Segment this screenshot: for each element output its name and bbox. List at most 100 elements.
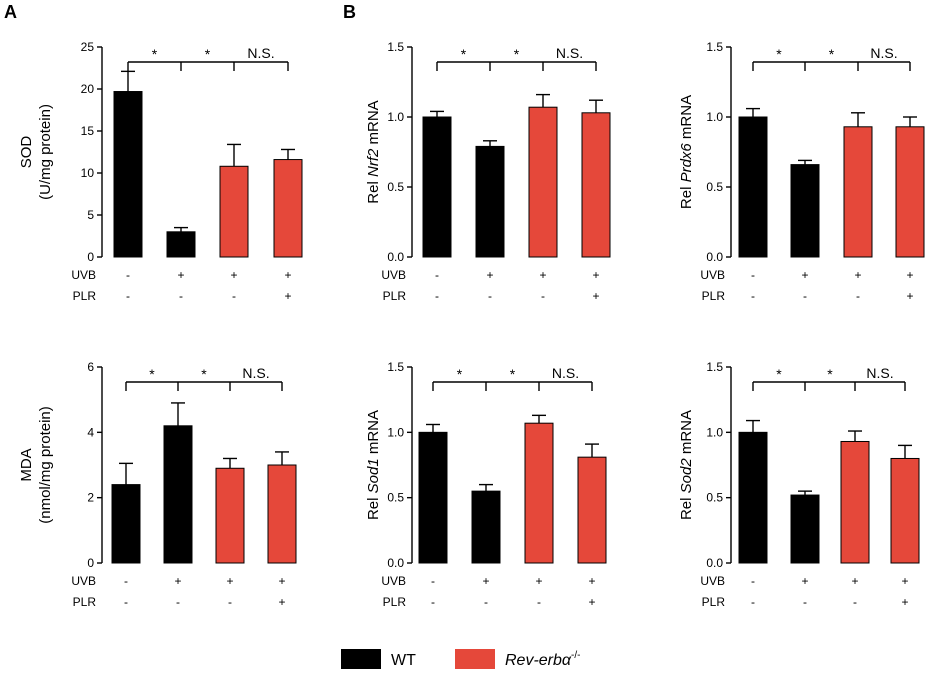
uvb-label: UVB [700,574,725,588]
plr-sign: - [176,595,180,609]
sig-label: N.S. [242,365,269,381]
y-tick-label: 25 [81,40,95,54]
bar-2 [790,164,820,258]
uvb-sign: + [174,574,181,588]
uvb-label: UVB [381,574,406,588]
bar-1 [738,431,768,564]
bar-4 [577,456,607,564]
y-tick-label: 6 [87,360,94,374]
plr-sign: - [803,595,807,609]
uvb-sign: - [431,574,435,588]
plr-sign: + [588,595,595,609]
plr-sign: - [435,289,439,303]
uvb-sign: - [435,268,439,282]
sig-label: N.S. [552,365,579,381]
y-tick-label: 1.0 [387,425,404,439]
sig-label: * [149,366,155,382]
plr-sign: - [853,595,857,609]
uvb-label: UVB [381,268,406,282]
bar-1 [422,116,452,258]
y-tick-label: 5 [87,208,94,222]
uvb-sign: + [230,268,237,282]
uvb-sign: + [482,574,489,588]
uvb-label: UVB [71,574,96,588]
y-axis-label: Rel Sod2 mRNA [678,410,695,520]
y-tick-label: 0.0 [706,250,723,264]
sig-label: * [457,366,463,382]
sig-label: * [205,46,211,62]
bar-2 [166,231,196,258]
bar-4 [581,112,611,258]
y-axis-label: Rel Prdx6 mRNA [678,95,695,209]
uvb-sign: + [801,268,808,282]
y-tick-label: 1.5 [706,40,723,54]
bar-3 [843,126,873,258]
y-tick-label: 0.0 [387,556,404,570]
chart-sod2: 0.0 0.5 1.0 1.5 Rel Sod2 mRNA * * N.S. UVB PLR - - +… [678,360,920,609]
bar-1 [111,484,141,564]
plr-sign: - [431,595,435,609]
plr-label: PLR [702,289,726,303]
legend-rev-swatch [455,649,495,669]
plr-sign: - [488,289,492,303]
bar-1 [738,116,768,258]
sig-label: N.S. [247,45,274,61]
y-axis-label: SOD (U/mg protein) [18,104,54,200]
y-tick-label: 1.5 [706,360,723,374]
bar-1 [113,91,143,258]
bar-4 [267,464,297,564]
uvb-sign: - [751,574,755,588]
y-axis-label: MDA (nmol/mg protein) [18,406,54,524]
sig-label: * [514,46,520,62]
uvb-sign: + [901,574,908,588]
y-tick-label: 4 [87,425,94,439]
uvb-sign: + [851,574,858,588]
y-tick-label: 0.0 [387,250,404,264]
uvb-sign: - [751,268,755,282]
legend: WT Rev-erbα-/- [341,649,580,669]
y-tick-label: 2 [87,491,94,505]
uvb-sign: + [284,268,291,282]
plr-sign: + [278,595,285,609]
plr-sign: - [541,289,545,303]
sig-label: * [510,366,516,382]
y-tick-label: 1.5 [387,360,404,374]
bar-3 [215,467,245,564]
chart-prdx6: 0.0 0.5 1.0 1.5 Rel Prdx6 mRNA * * N.S. UVB PLR - -… [678,40,925,303]
plr-sign: - [124,595,128,609]
uvb-sign: + [177,268,184,282]
y-tick-label: 10 [81,166,95,180]
y-tick-label: 1.0 [706,110,723,124]
plr-sign: - [751,595,755,609]
chart-sod: 0 5 10 15 20 25 SOD (U/mg protein) * * N.S. UVB PLR -… [18,40,303,303]
uvb-sign: + [906,268,913,282]
y-tick-label: 0.5 [387,491,404,505]
plr-sign: - [126,289,130,303]
y-axis-label: Rel Sod1 mRNA [365,410,382,520]
uvb-sign: - [126,268,130,282]
y-tick-label: 1.0 [706,425,723,439]
plr-sign: - [179,289,183,303]
plr-sign: - [228,595,232,609]
uvb-label: UVB [700,268,725,282]
bar-2 [475,145,505,258]
y-tick-label: 0.5 [387,180,404,194]
chart-sod1: 0.0 0.5 1.0 1.5 Rel Sod1 mRNA * * N.S. UVB PLR - - +… [365,360,607,609]
y-axis-label: Rel Nrf2 mRNA [365,100,382,203]
plr-label: PLR [73,289,97,303]
uvb-sign: + [486,268,493,282]
sig-label: * [461,46,467,62]
bar-4 [273,159,303,258]
sig-label: N.S. [870,45,897,61]
legend-wt-swatch [341,649,381,669]
uvb-sign: + [588,574,595,588]
y-tick-label: 20 [81,82,95,96]
plr-label: PLR [702,595,726,609]
bar-1 [418,431,448,564]
legend-rev-label: Rev-erbα-/- [505,650,580,669]
chart-nrf2: 0.0 0.5 1.0 1.5 Rel Nrf2 mRNA * * N.S. UVB PLR - - +… [365,40,611,303]
bar-2 [163,425,193,564]
sig-label: * [201,366,207,382]
plr-sign: - [856,289,860,303]
